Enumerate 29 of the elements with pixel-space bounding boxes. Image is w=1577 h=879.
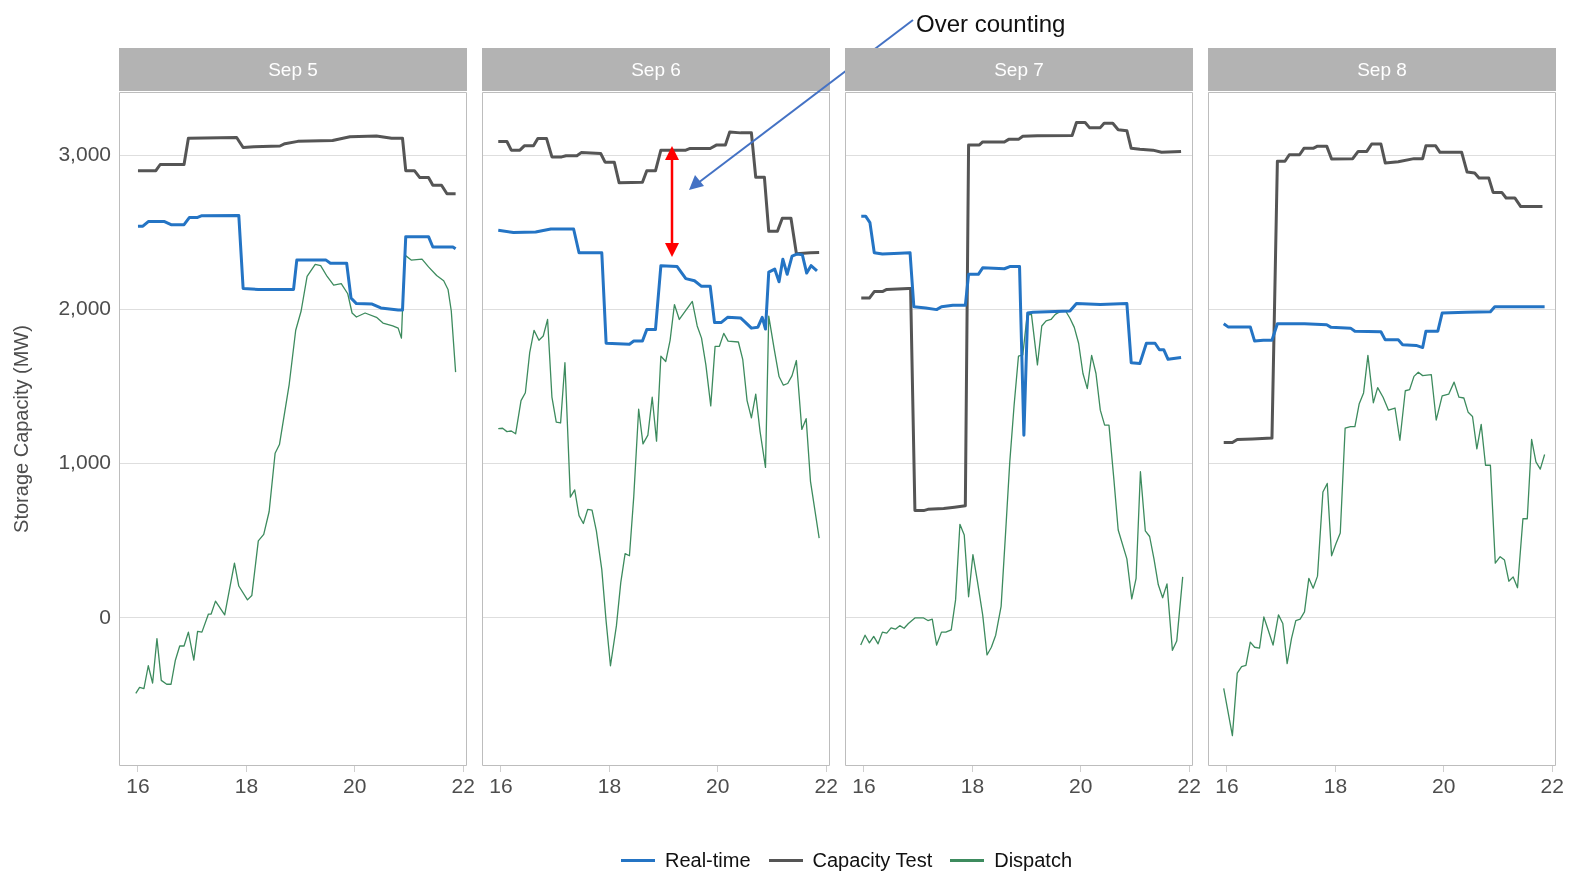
- x-tick-label: 20: [706, 774, 730, 798]
- chart-title: Sep 8: [1208, 48, 1556, 91]
- x-tick-label: 16: [489, 774, 513, 798]
- y-axis-title: Storage Capacity (MW): [9, 325, 32, 533]
- x-tick-label: 20: [1069, 774, 1093, 798]
- chart-title: Sep 6: [482, 48, 830, 91]
- x-tick-label: 18: [597, 774, 622, 798]
- y-tick-label: 1,000: [58, 450, 111, 474]
- x-tick-label: 22: [451, 774, 475, 798]
- x-tick-label: 16: [852, 774, 876, 798]
- x-tick-label: 18: [1323, 774, 1348, 798]
- legend-label: Real-time: [664, 849, 751, 872]
- x-tick-label: 16: [126, 774, 150, 798]
- x-tick-label: 22: [1177, 774, 1201, 798]
- x-tick-label: 18: [234, 774, 259, 798]
- x-tick-label: 16: [1215, 774, 1239, 798]
- x-tick-label: 18: [960, 774, 985, 798]
- x-tick-label: 22: [1540, 774, 1564, 798]
- y-tick-label: 3,000: [58, 142, 111, 166]
- chart-title: Sep 5: [119, 48, 467, 91]
- chart-title: Sep 7: [845, 48, 1193, 91]
- x-tick-label: 20: [1432, 774, 1456, 798]
- y-tick-label: 2,000: [58, 296, 111, 320]
- legend-label: Capacity Test: [812, 849, 933, 872]
- y-tick-label: 0: [99, 604, 111, 628]
- x-tick-label: 20: [343, 774, 367, 798]
- text: Over counting: [916, 10, 1066, 38]
- legend-label: Dispatch: [994, 849, 1073, 872]
- x-tick-label: 22: [814, 774, 838, 798]
